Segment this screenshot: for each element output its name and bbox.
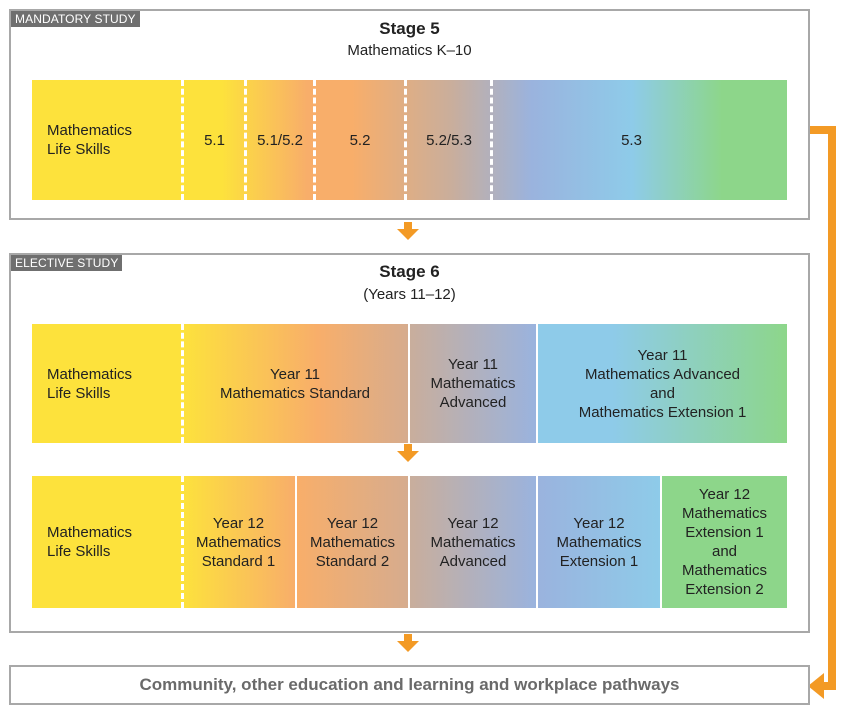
year11-standard: Year 11 Mathematics Standard — [182, 324, 408, 443]
elective-study-tag: ELECTIVE STUDY — [11, 255, 123, 271]
stage5-5-1: 5.1 — [204, 131, 225, 149]
stage5-divider — [181, 80, 184, 200]
stage5-divider — [313, 80, 316, 200]
stage5-divider — [490, 80, 493, 200]
mandatory-study-tag: MANDATORY STUDY — [11, 11, 140, 27]
stage5-5-3: 5.3 — [621, 131, 642, 149]
stage5-divider — [244, 80, 247, 200]
stage6-subtitle: (Years 11–12) — [363, 286, 456, 303]
year12-row: Mathematics Life Skills Year 12 Mathemat… — [32, 476, 787, 608]
year11-advanced-extension1: Year 11 Mathematics Advanced and Mathema… — [538, 324, 787, 443]
stage5-band: Mathematics Life Skills 5.1 5.1/5.2 5.2 … — [32, 80, 787, 200]
stage5-panel: MANDATORY STUDY Stage 5 Mathematics K–10… — [9, 9, 810, 220]
stage6-panel: ELECTIVE STUDY Stage 6 (Years 11–12) Mat… — [9, 253, 810, 633]
stage5-5-2-5-3: 5.2/5.3 — [426, 131, 472, 149]
year11-life-skills: Mathematics Life Skills — [32, 324, 182, 443]
year11-row: Mathematics Life Skills Year 11 Mathemat… — [32, 324, 787, 443]
stage5-5-1-5-2: 5.1/5.2 — [257, 131, 303, 149]
stage5-subtitle: Mathematics K–10 — [347, 42, 472, 59]
stage5-life-skills: Mathematics Life Skills — [47, 122, 133, 158]
stage5-title: Stage 5 — [379, 19, 440, 38]
pathways-box: Community, other education and learning … — [9, 665, 810, 705]
year12-divider — [181, 476, 184, 608]
year12-standard-2: Year 12 Mathematics Standard 2 — [297, 476, 408, 608]
year11-divider — [181, 324, 184, 443]
year12-extension-1: Year 12 Mathematics Extension 1 — [538, 476, 660, 608]
stage5-divider — [404, 80, 407, 200]
year12-life-skills: Mathematics Life Skills — [32, 476, 182, 608]
stage6-title: Stage 6 — [379, 262, 440, 281]
year12-advanced: Year 12 Mathematics Advanced — [410, 476, 536, 608]
year11-advanced: Year 11 Mathematics Advanced — [410, 324, 536, 443]
year12-extension-1-and-2: Year 12 Mathematics Extension 1 and Math… — [662, 476, 787, 608]
bypass-arrow-icon — [808, 126, 836, 699]
year12-standard-1: Year 12 Mathematics Standard 1 — [182, 476, 295, 608]
stage5-5-2: 5.2 — [349, 131, 371, 149]
